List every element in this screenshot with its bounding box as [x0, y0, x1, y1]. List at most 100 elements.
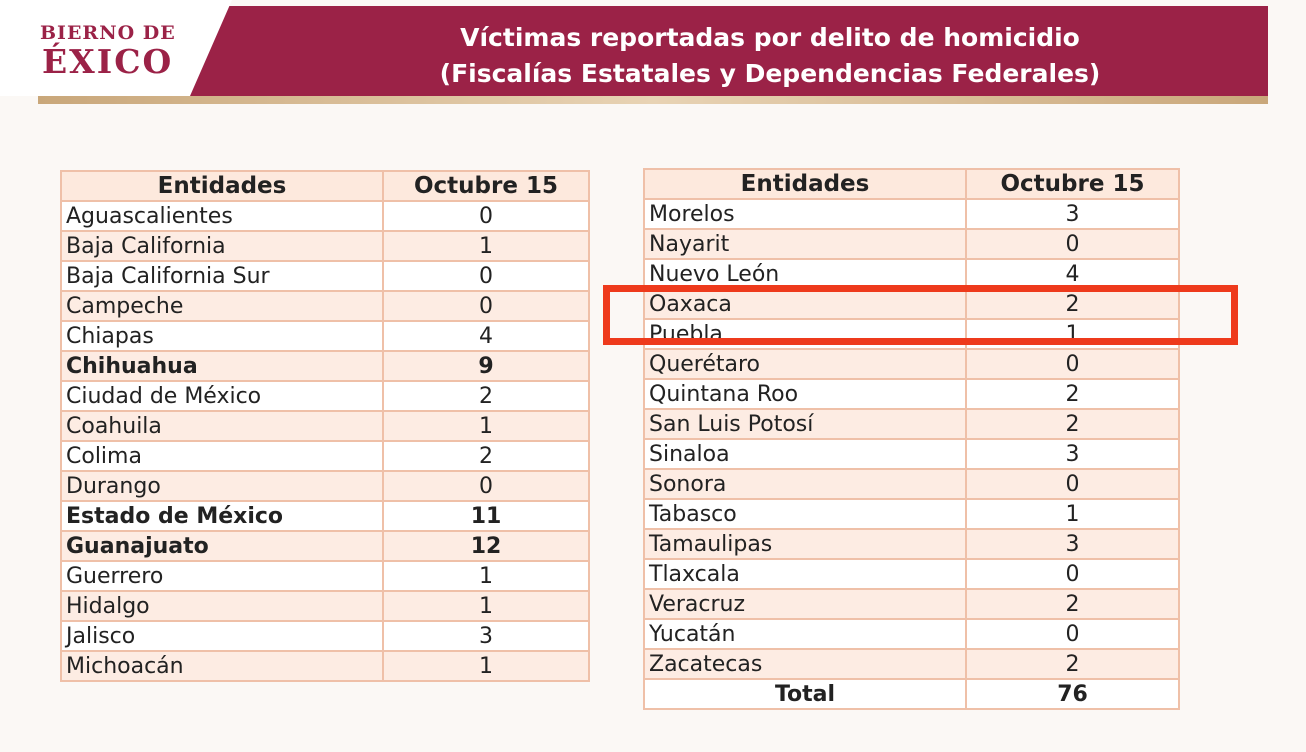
table-row: Coahuila 1: [60, 410, 590, 442]
row-name: Quintana Roo: [643, 378, 967, 410]
column-header-octubre: Octubre 15: [965, 168, 1180, 200]
header-banner: [38, 6, 1268, 98]
table-row: Guanajuato 12: [60, 530, 590, 562]
total-value: 76: [965, 678, 1180, 710]
row-value: 0: [382, 470, 590, 502]
table-row: Sinaloa 3: [643, 438, 1180, 470]
row-value: 9: [382, 350, 590, 382]
table-row: Querétaro 0: [643, 348, 1180, 380]
table-row: Yucatán 0: [643, 618, 1180, 650]
right-table: Entidades Octubre 15 Morelos 3 Nayarit 0 N…: [643, 168, 1180, 710]
row-value: 1: [382, 410, 590, 442]
row-value: 3: [382, 620, 590, 652]
row-value: 0: [382, 200, 590, 232]
row-name: Hidalgo: [60, 590, 384, 622]
row-value: 3: [965, 438, 1180, 470]
row-name: Campeche: [60, 290, 384, 322]
page-title: Víctimas reportadas por delito de homici…: [380, 20, 1160, 92]
row-name: Michoacán: [60, 650, 384, 682]
table-row: Tamaulipas 3: [643, 528, 1180, 560]
column-header-octubre: Octubre 15: [382, 170, 590, 202]
row-name: Baja California: [60, 230, 384, 262]
row-value: 0: [965, 468, 1180, 500]
table-row: San Luis Potosí 2: [643, 408, 1180, 440]
title-line1: Víctimas reportadas por delito de homici…: [460, 23, 1080, 52]
column-header-entidades: Entidades: [60, 170, 384, 202]
table-row: Estado de México 11: [60, 500, 590, 532]
logo-text-line2: ÉXICO: [42, 42, 174, 81]
row-value: 2: [382, 440, 590, 472]
header-stripe: [38, 96, 1268, 104]
table-row: Quintana Roo 2: [643, 378, 1180, 410]
row-value: 1: [382, 230, 590, 262]
row-name: San Luis Potosí: [643, 408, 967, 440]
table-row: Zacatecas 2: [643, 648, 1180, 680]
table-row: Morelos 3: [643, 198, 1180, 230]
table-row: Baja California 1: [60, 230, 590, 262]
column-header-entidades: Entidades: [643, 168, 967, 200]
table-row: Nuevo León 4: [643, 258, 1180, 290]
highlight-box: [603, 285, 1238, 345]
row-name: Guerrero: [60, 560, 384, 592]
table-row: Hidalgo 1: [60, 590, 590, 622]
row-name: Chihuahua: [60, 350, 384, 382]
table-header-row: Entidades Octubre 15: [643, 168, 1180, 200]
row-value: 0: [965, 348, 1180, 380]
row-name: Oaxaca: [643, 288, 967, 320]
row-name: Zacatecas: [643, 648, 967, 680]
row-value: 1: [382, 560, 590, 592]
table-row: Chiapas 4: [60, 320, 590, 352]
government-logo: [0, 0, 232, 96]
row-value: 0: [965, 618, 1180, 650]
table-row: Campeche 0: [60, 290, 590, 322]
row-value: 0: [382, 260, 590, 292]
row-value: 0: [382, 290, 590, 322]
row-name: Aguascalientes: [60, 200, 384, 232]
row-name: Sonora: [643, 468, 967, 500]
row-name: Querétaro: [643, 348, 967, 380]
table-row: Michoacán 1: [60, 650, 590, 682]
row-name: Nayarit: [643, 228, 967, 260]
table-row: Veracruz 2: [643, 588, 1180, 620]
row-value: 1: [382, 590, 590, 622]
table-row: Nayarit 0: [643, 228, 1180, 260]
total-label: Total: [643, 678, 967, 710]
row-name: Durango: [60, 470, 384, 502]
table-row: Baja California Sur 0: [60, 260, 590, 292]
row-name: Chiapas: [60, 320, 384, 352]
row-value: 12: [382, 530, 590, 562]
row-name: Guanajuato: [60, 530, 384, 562]
table-row: Colima 2: [60, 440, 590, 472]
table-row: Durango 0: [60, 470, 590, 502]
row-name: Veracruz: [643, 588, 967, 620]
row-name: Estado de México: [60, 500, 384, 532]
row-name: Jalisco: [60, 620, 384, 652]
row-name: Baja California Sur: [60, 260, 384, 292]
table-header-row: Entidades Octubre 15: [60, 170, 590, 202]
table-row: Sonora 0: [643, 468, 1180, 500]
left-table: Entidades Octubre 15 Aguascalientes 0 Baj…: [60, 170, 590, 682]
table-row: Tlaxcala 0: [643, 558, 1180, 590]
row-value: 2: [965, 588, 1180, 620]
title-line2: (Fiscalías Estatales y Dependencias Fede…: [439, 59, 1101, 88]
row-value: 1: [965, 498, 1180, 530]
table-row: Jalisco 3: [60, 620, 590, 652]
row-name: Sinaloa: [643, 438, 967, 470]
row-name: Ciudad de México: [60, 380, 384, 412]
row-name: Morelos: [643, 198, 967, 230]
row-value: 4: [382, 320, 590, 352]
table-row: Tabasco 1: [643, 498, 1180, 530]
table-row: Guerrero 1: [60, 560, 590, 592]
total-row: Total 76: [643, 678, 1180, 710]
logo-text-line1: BIERNO DE: [40, 22, 176, 44]
row-value: 0: [965, 228, 1180, 260]
row-name: Tamaulipas: [643, 528, 967, 560]
row-value: 2: [965, 408, 1180, 440]
table-row: Aguascalientes 0: [60, 200, 590, 232]
table-row: Chihuahua 9: [60, 350, 590, 382]
row-value: 2: [965, 648, 1180, 680]
table-row: Ciudad de México 2: [60, 380, 590, 412]
row-name: Colima: [60, 440, 384, 472]
row-name: Yucatán: [643, 618, 967, 650]
row-value: 2: [382, 380, 590, 412]
